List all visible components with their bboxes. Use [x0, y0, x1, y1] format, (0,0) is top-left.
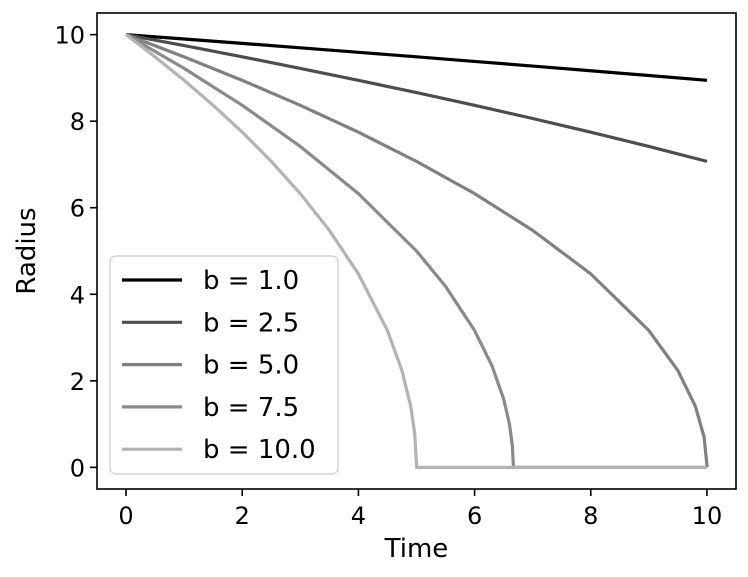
legend-box: [109, 255, 339, 475]
y-tick-label-1: 2: [70, 368, 85, 396]
legend: b = 1.0 b = 2.5 b = 5.0 b = 7.5 b = 10.0: [109, 255, 339, 475]
x-tick-label-4: 8: [583, 502, 598, 530]
legend-label-2: b = 5.0: [203, 351, 299, 381]
x-tick-label-3: 6: [467, 502, 482, 530]
series-line-2: [125, 33, 709, 468]
x-tick-label-2: 4: [351, 502, 366, 530]
y-tick-label-2: 4: [70, 281, 85, 309]
y-axis-ticks: 0 2 4 6 8 10: [54, 22, 97, 482]
x-axis-label: Time: [384, 534, 449, 564]
series-lines: [125, 33, 709, 469]
legend-label-4: b = 10.0: [203, 435, 316, 465]
y-tick-label-3: 6: [70, 195, 85, 223]
series-line-0: [125, 33, 708, 82]
y-tick-label-0: 0: [70, 454, 85, 482]
series-line-3: [125, 33, 707, 469]
series-line-4: [125, 33, 707, 469]
x-tick-label-5: 10: [692, 502, 723, 530]
x-tick-label-0: 0: [118, 502, 133, 530]
series-line-1: [125, 33, 708, 163]
plot-frame: [96, 12, 737, 490]
x-tick-label-1: 2: [235, 502, 250, 530]
y-tick-label-5: 10: [54, 22, 85, 50]
x-axis-ticks: 0 2 4 6 8 10: [118, 489, 722, 530]
legend-label-1: b = 2.5: [203, 308, 299, 338]
y-axis-label: Radius: [12, 207, 42, 294]
legend-label-3: b = 7.5: [203, 393, 299, 423]
y-tick-label-4: 8: [70, 108, 85, 136]
legend-label-0: b = 1.0: [203, 266, 299, 296]
